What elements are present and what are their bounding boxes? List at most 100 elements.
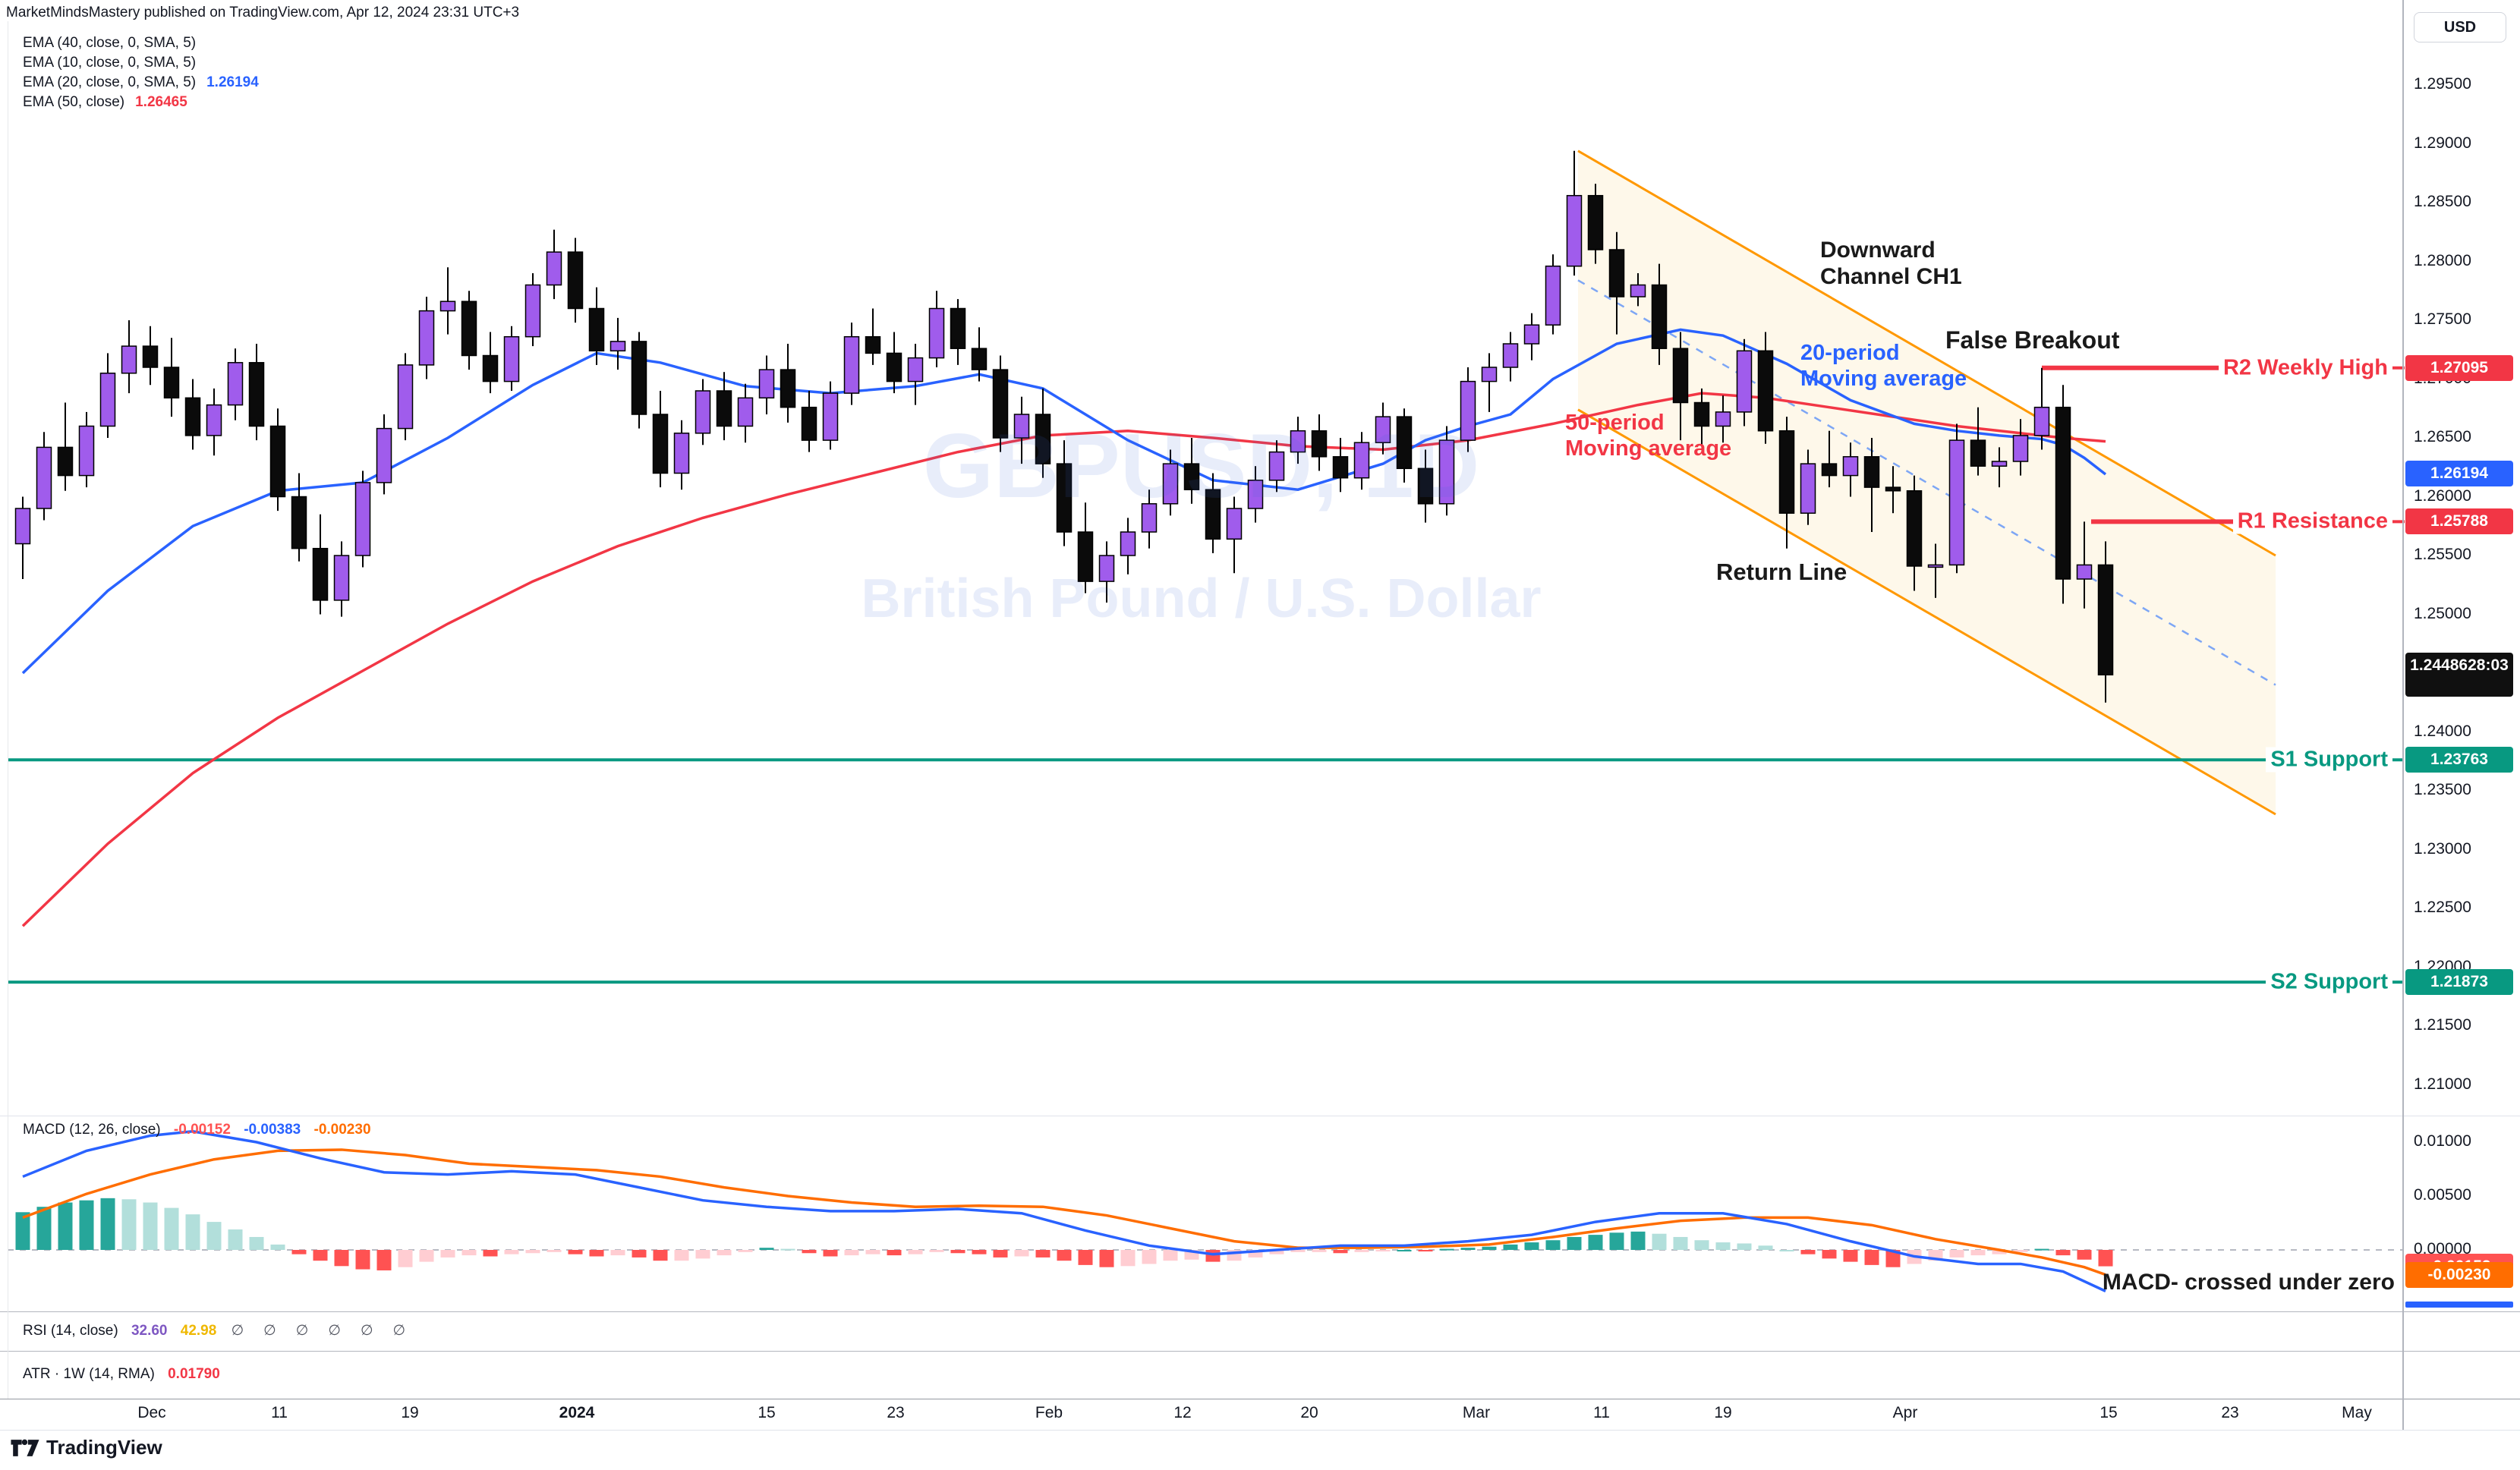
candle-body: [971, 348, 988, 370]
candle-body: [121, 345, 137, 374]
atr-legend[interactable]: ATR · 1W (14, RMA) 0.01790: [23, 1366, 220, 1383]
channel-median-line: [1577, 279, 2276, 686]
macd-histogram-bar: [1567, 1236, 1582, 1250]
macd-histogram-bar: [440, 1250, 455, 1258]
macd-histogram-bar: [58, 1202, 73, 1250]
candle-body: [1205, 489, 1221, 540]
currency-axis-button[interactable]: USD: [2414, 12, 2506, 42]
ema-legend-row-0[interactable]: EMA (40, close, 0, SMA, 5): [23, 35, 259, 55]
candle-body: [1481, 367, 1498, 382]
candle-body: [312, 547, 329, 601]
candle-body: [1460, 380, 1476, 441]
macd-histogram-bar: [1524, 1242, 1539, 1250]
candle-body: [758, 369, 775, 399]
published-byline: MarketMindsMastery published on TradingV…: [6, 5, 520, 20]
candle-body: [1757, 350, 1774, 432]
macd-histogram-bar: [844, 1250, 859, 1256]
macd-histogram-bar: [270, 1244, 285, 1250]
macd-histogram-bar: [1864, 1250, 1879, 1265]
ema50-line: [21, 392, 2106, 927]
macd-histogram-bar: [100, 1198, 115, 1250]
candle-body: [1863, 456, 1880, 488]
candle-body: [950, 307, 966, 349]
tradingview-logo-icon: [11, 1439, 39, 1457]
rsi-legend[interactable]: RSI (14, close) 32.60 42.98 ∅ ∅ ∅ ∅ ∅ ∅: [23, 1322, 413, 1339]
candle-body: [1906, 490, 1923, 567]
macd-histogram-bar: [1014, 1250, 1029, 1257]
ema-legend-row-3[interactable]: EMA (50, close) 1.26465: [23, 94, 259, 114]
candle-body: [1523, 324, 1540, 345]
candle-body: [1630, 284, 1646, 297]
macd-histogram-bar: [2013, 1250, 2028, 1252]
candle-body: [992, 369, 1009, 439]
macd-histogram-bar: [1269, 1250, 1284, 1254]
macd-histogram-bar: [483, 1250, 498, 1257]
macd-histogram-bar: [1375, 1250, 1391, 1251]
macd-histogram-bar: [993, 1250, 1008, 1258]
candle-body: [588, 307, 605, 352]
candle-body: [1545, 265, 1561, 326]
macd-histogram-bar: [738, 1250, 753, 1252]
macd-histogram-bar: [1609, 1232, 1624, 1250]
macd-histogram-bar: [461, 1250, 477, 1256]
macd-histogram-bar: [79, 1200, 94, 1250]
macd-histogram-bar: [1482, 1246, 1497, 1250]
candle-body: [99, 373, 116, 427]
ema-legend-label: EMA (10, close, 0, SMA, 5): [23, 55, 197, 71]
macd-histogram-bar: [1970, 1250, 1986, 1256]
macd-histogram-bar: [355, 1250, 370, 1270]
candle-body: [184, 397, 201, 436]
candle-body: [780, 369, 796, 408]
macd-histogram-bar: [610, 1250, 625, 1256]
candle-body: [503, 335, 520, 382]
candle-body: [163, 367, 180, 399]
tradingview-logo[interactable]: TradingView: [11, 1436, 162, 1459]
ema-legend-row-1[interactable]: EMA (10, close, 0, SMA, 5): [23, 55, 259, 74]
macd-histogram-bar: [1078, 1250, 1093, 1265]
price-axis-border: [2402, 0, 2404, 1430]
candle-body: [1842, 456, 1859, 477]
candle-body: [78, 425, 95, 477]
macd-histogram-bar: [865, 1250, 880, 1254]
candle-body: [1077, 531, 1094, 582]
macd-histogram-bar: [1715, 1242, 1731, 1250]
candle-body: [1438, 439, 1455, 505]
candle-body: [333, 555, 350, 601]
macd-histogram-bar: [1694, 1240, 1709, 1250]
candle-body: [1375, 416, 1391, 443]
candle-body: [2012, 435, 2029, 462]
macd-histogram-bar: [1673, 1236, 1688, 1250]
macd-histogram-bar: [419, 1250, 434, 1262]
macd-histogram-bar: [1333, 1250, 1348, 1254]
candle-body: [269, 425, 286, 498]
candle-body: [928, 307, 945, 359]
candle-body: [737, 397, 754, 427]
macd-histogram-bar: [1758, 1245, 1773, 1250]
macd-histogram-bar: [1418, 1250, 1433, 1251]
candle-body: [57, 446, 74, 477]
candle-body: [1353, 442, 1370, 479]
candle-body: [2033, 406, 2050, 436]
macd-histogram-bar: [121, 1199, 137, 1250]
macd-legend[interactable]: MACD (12, 26, close) -0.00152 -0.00383 -…: [23, 1122, 371, 1138]
candle-body: [1672, 348, 1689, 404]
macd-histogram-bar: [1652, 1233, 1667, 1250]
channel-lower-line: [1577, 408, 2276, 816]
candle-body: [1502, 343, 1519, 368]
annotation-downward-channel: Downward Channel CH1: [1820, 238, 1962, 290]
candle-body: [631, 341, 647, 415]
channel-upper-line: [1577, 150, 2276, 557]
macd-histogram-bar: [185, 1214, 200, 1250]
candle-body: [482, 354, 499, 382]
macd-histogram-bar: [1588, 1235, 1603, 1250]
candle-body: [439, 301, 456, 312]
candle-body: [376, 427, 392, 483]
candle-body: [248, 362, 265, 427]
ema-legend-row-2[interactable]: EMA (20, close, 0, SMA, 5) 1.26194: [23, 74, 259, 94]
annotation-return-line: Return Line: [1716, 559, 1847, 585]
candle-body: [1162, 463, 1179, 505]
macd-histogram-bar: [376, 1250, 392, 1270]
macd-histogram-bar: [1800, 1250, 1816, 1254]
macd-histogram-bar: [695, 1250, 710, 1259]
